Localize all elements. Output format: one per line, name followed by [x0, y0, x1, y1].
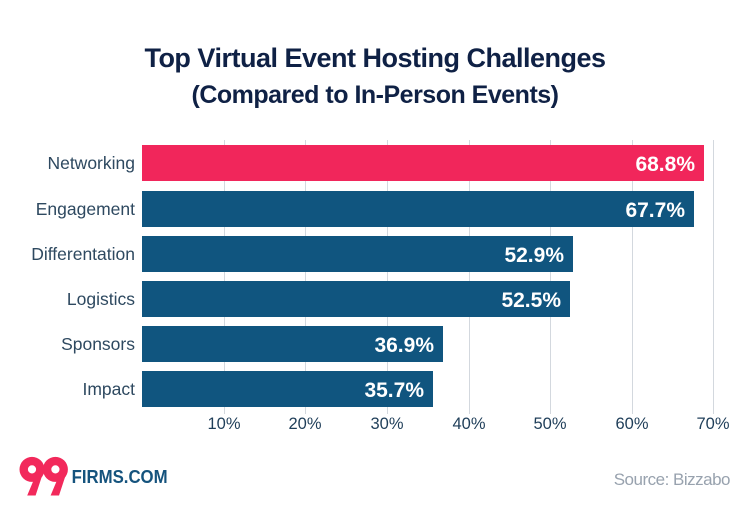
svg-text:FIRMS.COM: FIRMS.COM — [72, 467, 168, 487]
